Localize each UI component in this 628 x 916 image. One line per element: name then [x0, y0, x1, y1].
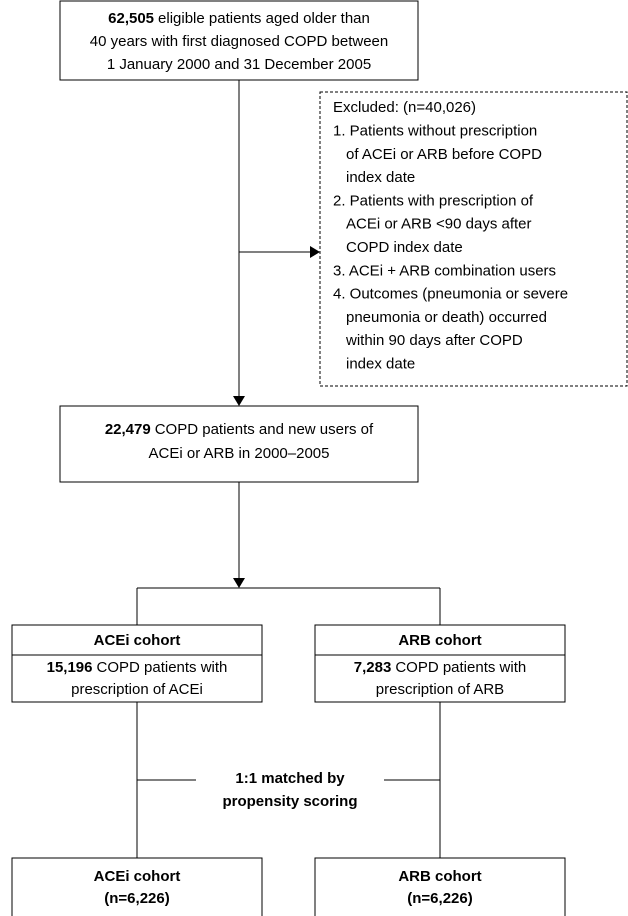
- excluded-item: ACEi or ARB <90 days after: [346, 216, 532, 233]
- arb-text: prescription of ARB: [376, 681, 504, 698]
- connectors: [136, 80, 441, 858]
- excluded-item: index date: [346, 169, 415, 186]
- excluded-list: 1. Patients without prescription of ACEi …: [333, 122, 568, 372]
- excluded-item: 1. Patients without prescription: [333, 122, 537, 139]
- arb-text: COPD patients with: [395, 659, 526, 676]
- start-count: 62,505: [108, 10, 154, 27]
- cohort-line: 22,479 COPD patients and new users of: [105, 421, 374, 438]
- cohort-count: 22,479: [105, 421, 151, 438]
- excluded-item: within 90 days after COPD: [345, 332, 523, 349]
- excluded-item: 4. Outcomes (pneumonia or severe: [333, 286, 568, 303]
- start-text: 40 years with first diagnosed COPD betwe…: [90, 33, 388, 50]
- start-text: eligible patients aged older than: [158, 10, 370, 27]
- arb-matched-text: (n=6,226): [407, 890, 472, 907]
- excluded-title: Excluded: (n=40,026): [333, 99, 476, 116]
- start-text: 1 January 2000 and 31 December 2005: [107, 56, 371, 73]
- cohort-text: COPD patients and new users of: [155, 421, 374, 438]
- arb-title: ARB cohort: [398, 632, 481, 649]
- acei-title: ACEi cohort: [94, 632, 181, 649]
- acei-matched-text: (n=6,226): [104, 890, 169, 907]
- start-box: [59, 0, 419, 81]
- arb-matched-text: ARB cohort: [398, 868, 481, 885]
- cohort-box: [59, 405, 419, 483]
- excluded-item: COPD index date: [346, 239, 463, 256]
- acei-text: prescription of ACEi: [71, 681, 203, 698]
- acei-matched-text: ACEi cohort: [94, 868, 181, 885]
- acei-box: [11, 624, 263, 703]
- matching-text: 1:1 matched by: [235, 770, 345, 787]
- start-line: 62,505 eligible patients aged older than: [108, 10, 370, 27]
- matching-text: propensity scoring: [222, 793, 357, 810]
- arb-box: [314, 624, 566, 703]
- excluded-item: of ACEi or ARB before COPD: [346, 146, 542, 163]
- arb-count: 7,283: [354, 659, 392, 676]
- acei-line: 15,196 COPD patients with: [47, 659, 228, 676]
- excluded-item: pneumonia or death) occurred: [346, 309, 547, 326]
- acei-count: 15,196: [47, 659, 93, 676]
- acei-text: COPD patients with: [97, 659, 228, 676]
- arb-line: 7,283 COPD patients with: [354, 659, 526, 676]
- cohort-text: ACEi or ARB in 2000–2005: [149, 445, 330, 462]
- excluded-item: index date: [346, 355, 415, 372]
- excluded-item: 3. ACEi + ARB combination users: [333, 262, 556, 279]
- excluded-box: [319, 91, 628, 387]
- acei-matched-box: [11, 857, 263, 916]
- arb-matched-box: [314, 857, 566, 916]
- excluded-item: 2. Patients with prescription of: [333, 192, 534, 209]
